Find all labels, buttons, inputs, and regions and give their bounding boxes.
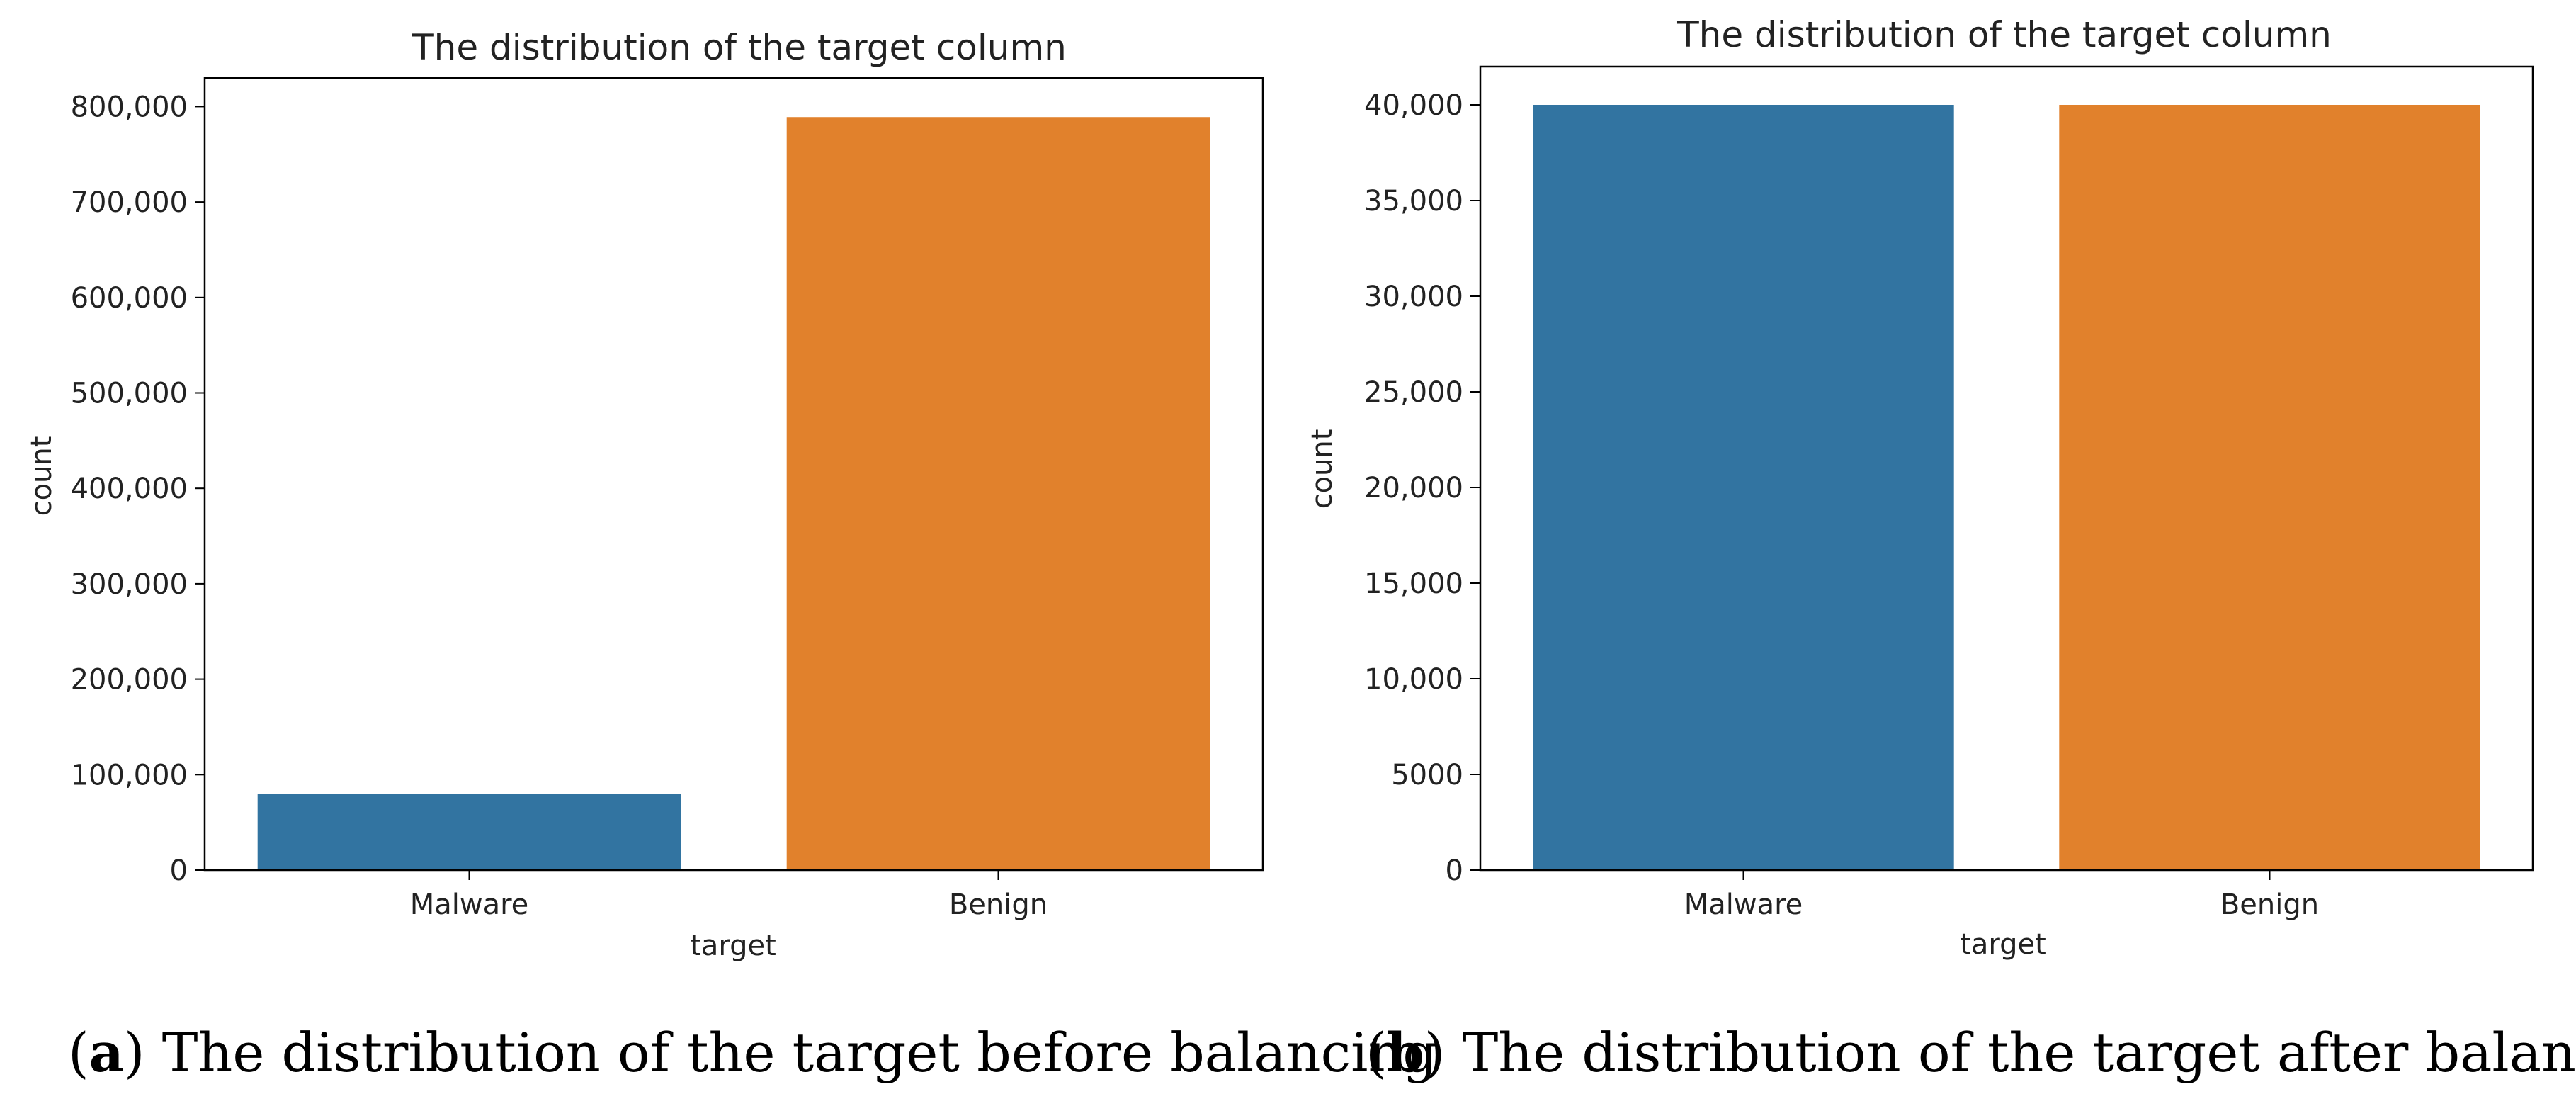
plot-frame <box>203 77 1264 872</box>
caption-b-text: ) The distribution of the target after b… <box>1424 1021 2576 1084</box>
y-tick-label: 500,000 <box>71 378 188 410</box>
y-ticks: 0 100,000 200,000 300,000 400,000 500,000 600,… <box>71 91 205 887</box>
y-tick-label: 5000 <box>1391 759 1463 791</box>
y-axis-label: count <box>25 436 58 517</box>
caption-a: (a) The distribution of the target befor… <box>68 1021 1437 1084</box>
y-tick-label: 600,000 <box>71 282 188 315</box>
x-ticks: Malware Benign <box>1684 870 2319 921</box>
caption-a-text: ) The distribution of the target before … <box>124 1021 1437 1084</box>
y-axis-label: count <box>1306 429 1339 509</box>
x-axis-label: target <box>690 930 776 962</box>
x-axis-label: target <box>1960 928 2046 961</box>
y-tick-label: 0 <box>1446 855 1463 887</box>
y-tick-label: 100,000 <box>71 759 188 791</box>
chart-panel-a: The distribution of the target column co… <box>25 27 1264 962</box>
bar-malware <box>1533 105 1954 870</box>
chart-panel-b: The distribution of the target column co… <box>1306 14 2534 961</box>
y-tick-label: 200,000 <box>71 664 188 697</box>
x-ticks: Malware Benign <box>410 870 1048 921</box>
chart-title: The distribution of the target column <box>1676 14 2332 55</box>
y-tick-label: 400,000 <box>71 473 188 505</box>
plot-frame <box>1479 65 2534 872</box>
bar-benign <box>2059 105 2480 870</box>
y-tick-label: 20,000 <box>1364 472 1463 504</box>
y-tick-label: 300,000 <box>71 568 188 601</box>
chart-title: The distribution of the target column <box>412 27 1067 68</box>
y-tick-label: 15,000 <box>1364 568 1463 600</box>
x-tick-label: Malware <box>410 889 529 921</box>
y-tick-label: 700,000 <box>71 186 188 219</box>
x-tick-label: Malware <box>1684 889 1803 921</box>
y-tick-label: 800,000 <box>71 91 188 123</box>
bar-malware <box>257 794 681 870</box>
caption-b: (b) The distribution of the target after… <box>1366 1021 2576 1084</box>
y-tick-label: 30,000 <box>1364 281 1463 313</box>
x-tick-label: Benign <box>949 889 1048 921</box>
caption-a-letter: a <box>89 1021 124 1084</box>
bar-benign <box>786 117 1210 870</box>
y-tick-label: 25,000 <box>1364 376 1463 409</box>
bar-group <box>257 117 1210 870</box>
y-tick-label: 35,000 <box>1364 185 1463 218</box>
y-tick-label: 10,000 <box>1364 663 1463 696</box>
y-tick-label: 40,000 <box>1364 89 1463 122</box>
bar-group <box>1533 105 2480 870</box>
x-tick-label: Benign <box>2220 889 2319 921</box>
y-tick-label: 0 <box>170 855 188 887</box>
y-ticks: 0 5000 10,000 15,000 20,000 25,000 30,000 35,00… <box>1364 89 1480 887</box>
caption-b-letter: b <box>1387 1021 1424 1084</box>
